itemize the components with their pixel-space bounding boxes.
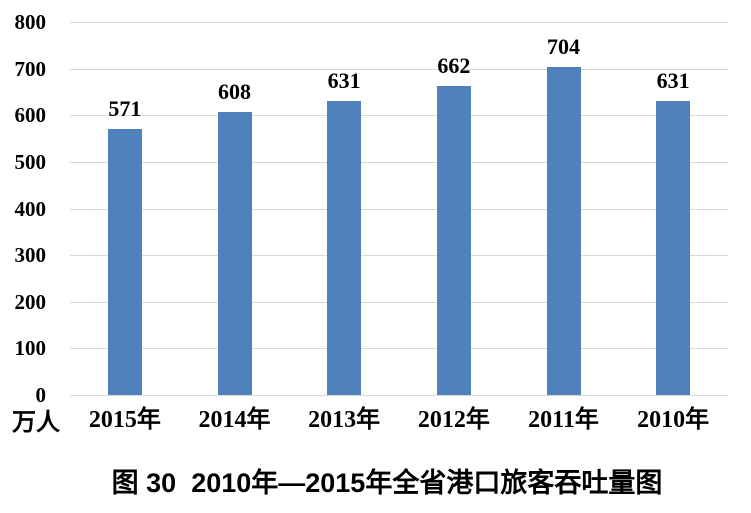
bar-2015年 [107, 128, 142, 395]
bar-2012年 [436, 86, 471, 395]
gridline [70, 348, 728, 350]
y-axis-tick-label: 800 [14, 10, 47, 34]
y-axis-tick-label: 100 [14, 336, 47, 361]
x-axis: 2015年 2014年 2013年 2012年 2011年 2010年 [70, 406, 728, 438]
y-axis: 0 100 200 300 400 500 600 700 800 [0, 0, 47, 513]
gridline [70, 301, 728, 303]
bar-2014年 [217, 111, 252, 395]
bar-2010年 [656, 100, 691, 395]
x-axis-tick-label: 2012年 [417, 407, 490, 433]
y-axis-tick-label: 700 [14, 56, 47, 81]
bar-value-label: 608 [218, 78, 251, 104]
gridline [70, 68, 728, 70]
bar-value-label: 631 [656, 67, 690, 93]
y-axis-tick-label: 600 [14, 103, 47, 128]
bar-value-label: 704 [547, 33, 580, 59]
gridline [70, 22, 728, 23]
plot-area: 571 608 631 662 704 631 [70, 22, 728, 396]
x-axis-tick-label: 2015年 [88, 407, 161, 433]
x-axis-tick-label: 2013年 [308, 407, 381, 433]
y-axis-tick-label: 0 [35, 383, 47, 407]
gridline [70, 161, 728, 163]
y-axis-unit-label: 万人 [12, 409, 60, 436]
gridline [70, 115, 728, 117]
y-axis-tick-label: 400 [14, 196, 47, 221]
gridline [70, 255, 728, 257]
bar-value-label: 631 [327, 67, 361, 93]
y-axis-tick-label: 500 [14, 149, 47, 174]
bar-value-label: 662 [437, 53, 471, 79]
y-axis-tick-label: 300 [14, 243, 47, 268]
gridline [70, 395, 728, 396]
x-axis-tick-label: 2010年 [637, 407, 710, 433]
gridline [70, 208, 728, 210]
x-axis-tick-label: 2011年 [528, 407, 599, 433]
chart-title: 图 30 2010年—2015年全省港口旅客吞吐量图 [111, 468, 663, 498]
bar-2011年 [546, 66, 581, 395]
x-axis-tick-label: 2014年 [198, 407, 271, 433]
bar-value-label: 571 [108, 95, 142, 121]
bar-2013年 [327, 100, 362, 395]
y-axis-tick-label: 200 [14, 289, 47, 314]
